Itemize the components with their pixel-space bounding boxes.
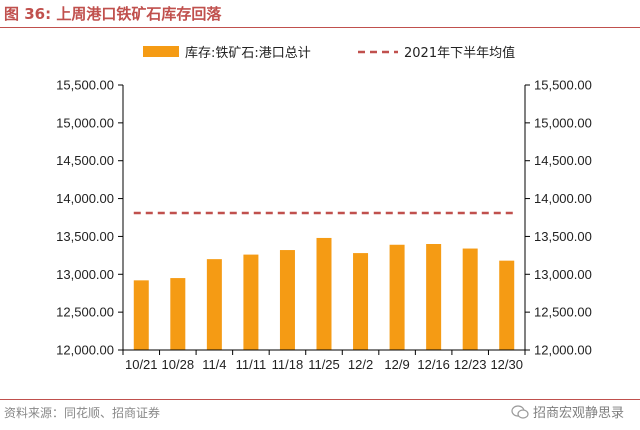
right-y-tick-label: 15,500.00 <box>534 78 592 93</box>
bar <box>206 259 222 350</box>
bar <box>353 253 369 350</box>
bar <box>316 237 332 350</box>
legend-label-bar: 库存:铁矿石:港口总计 <box>185 45 311 61</box>
x-tick-label: 11/18 <box>272 357 304 372</box>
x-tick-label: 12/30 <box>490 357 523 372</box>
bar <box>279 250 295 350</box>
watermark-text: 招商宏观静思录 <box>532 406 624 421</box>
x-tick-label: 10/28 <box>162 357 195 372</box>
watermark: 招商宏观静思录 <box>511 402 624 421</box>
left-y-tick-label: 14,000.00 <box>56 191 114 206</box>
right-y-tick-label: 13,000.00 <box>534 267 592 282</box>
bar-series <box>133 237 515 350</box>
bar <box>389 244 405 350</box>
right-y-tick-label: 15,000.00 <box>534 115 592 130</box>
bar <box>499 260 515 350</box>
bar <box>426 244 442 350</box>
bar <box>462 248 478 350</box>
legend-swatch-bar <box>143 46 179 57</box>
chart-legend: 库存:铁矿石:港口总计 2021年下半年均值 <box>143 45 515 61</box>
right-y-tick-label: 14,000.00 <box>534 191 592 206</box>
right-y-tick-label: 12,000.00 <box>534 343 592 358</box>
title-divider <box>0 27 640 28</box>
right-y-tick-label: 14,500.00 <box>534 153 592 168</box>
left-y-tick-label: 13,000.00 <box>56 267 114 282</box>
x-tick-label: 11/25 <box>308 357 340 372</box>
x-tick-label: 12/16 <box>417 357 450 372</box>
source-note: 资料来源：同花顺、招商证券 <box>4 406 161 420</box>
left-y-tick-label: 14,500.00 <box>56 153 114 168</box>
chart-axes: 15,500.00 15,500.00 15,000.00 15,000.00 14,5… <box>56 78 592 373</box>
bar <box>243 254 259 350</box>
right-y-tick-label: 12,500.00 <box>534 305 592 320</box>
x-tick-label: 11/11 <box>236 357 267 372</box>
x-tick-label: 12/23 <box>454 357 487 372</box>
left-y-tick-label: 15,500.00 <box>56 78 114 93</box>
footer-divider <box>0 399 640 400</box>
chat-bubble-icon <box>511 404 529 419</box>
x-tick-label: 12/9 <box>384 357 409 372</box>
left-y-tick-label: 12,000.00 <box>56 343 114 358</box>
legend-label-line: 2021年下半年均值 <box>404 45 515 61</box>
x-tick-label: 10/21 <box>125 357 158 372</box>
left-y-tick-label: 13,500.00 <box>56 229 114 244</box>
right-y-tick-label: 13,500.00 <box>534 229 592 244</box>
left-y-tick-label: 15,000.00 <box>56 115 114 130</box>
left-y-tick-label: 12,500.00 <box>56 305 114 320</box>
bar <box>133 280 149 350</box>
x-tick-label: 12/2 <box>348 357 373 372</box>
bar <box>170 278 186 350</box>
bar-chart: 库存:铁矿石:港口总计 2021年下半年均值 15,500.00 15,500.00… <box>56 45 592 373</box>
x-tick-label: 11/4 <box>202 357 226 372</box>
figure-title: 图 36: 上周港口铁矿石库存回落 <box>4 5 222 23</box>
